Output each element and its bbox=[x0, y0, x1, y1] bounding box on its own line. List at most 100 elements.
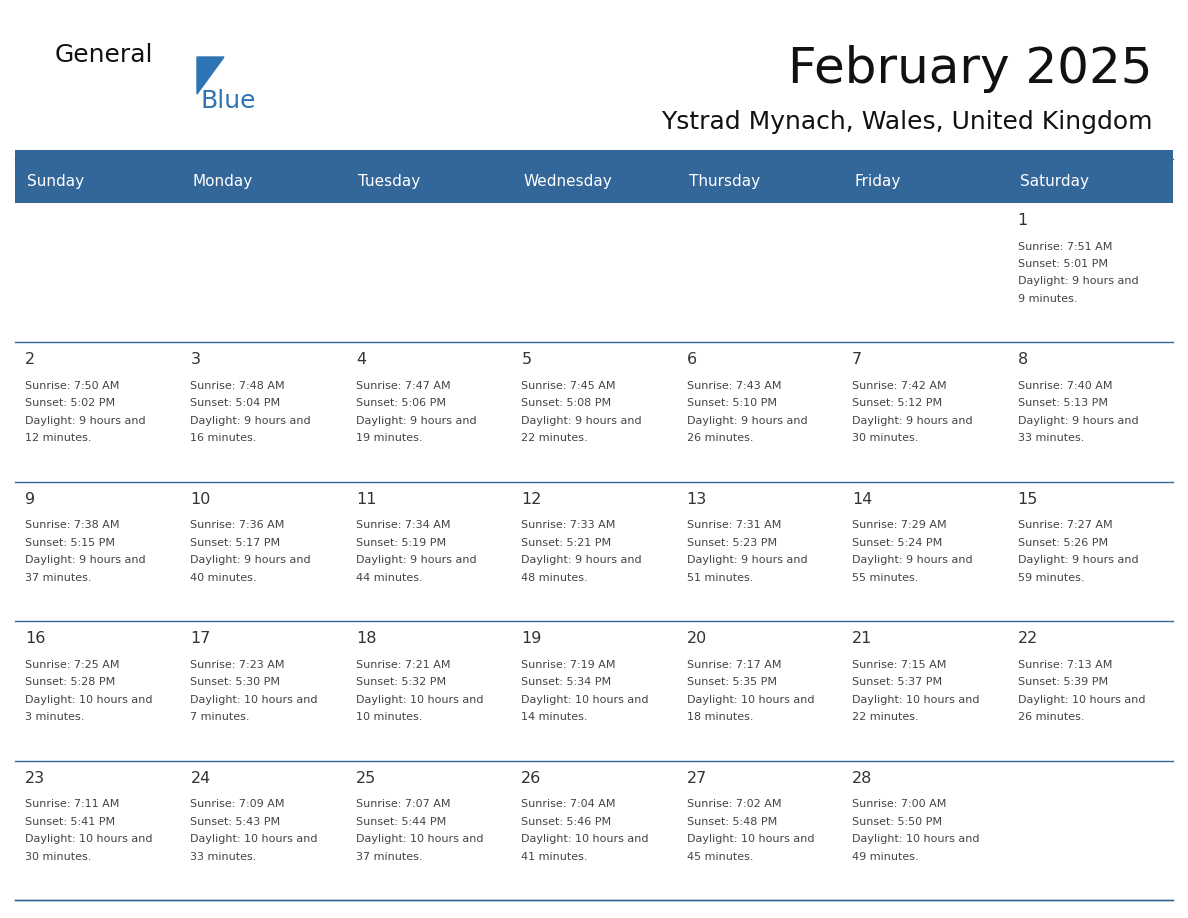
Text: 20: 20 bbox=[687, 632, 707, 646]
Text: Daylight: 10 hours and: Daylight: 10 hours and bbox=[852, 695, 980, 705]
Text: Daylight: 9 hours and: Daylight: 9 hours and bbox=[25, 416, 146, 426]
Text: 7: 7 bbox=[852, 353, 862, 367]
Text: 33 minutes.: 33 minutes. bbox=[1018, 433, 1083, 443]
Text: Sunset: 5:17 PM: Sunset: 5:17 PM bbox=[190, 538, 280, 548]
Text: Sunrise: 7:33 AM: Sunrise: 7:33 AM bbox=[522, 521, 615, 531]
Bar bbox=[181, 203, 346, 342]
Bar bbox=[15, 621, 181, 761]
Bar bbox=[511, 342, 677, 482]
Bar bbox=[842, 203, 1007, 342]
Text: 48 minutes.: 48 minutes. bbox=[522, 573, 588, 583]
Text: Sunrise: 7:13 AM: Sunrise: 7:13 AM bbox=[1018, 660, 1112, 670]
Bar bbox=[181, 761, 346, 900]
Bar bbox=[511, 482, 677, 621]
Text: Sunset: 5:43 PM: Sunset: 5:43 PM bbox=[190, 817, 280, 826]
Text: 21: 21 bbox=[852, 632, 872, 646]
Text: Daylight: 9 hours and: Daylight: 9 hours and bbox=[1018, 416, 1138, 426]
Text: Sunset: 5:10 PM: Sunset: 5:10 PM bbox=[687, 398, 777, 409]
Text: 5: 5 bbox=[522, 353, 531, 367]
Text: 51 minutes.: 51 minutes. bbox=[687, 573, 753, 583]
Text: Daylight: 9 hours and: Daylight: 9 hours and bbox=[522, 555, 642, 565]
Text: Sunset: 5:44 PM: Sunset: 5:44 PM bbox=[356, 817, 447, 826]
Text: Sunset: 5:50 PM: Sunset: 5:50 PM bbox=[852, 817, 942, 826]
Bar bbox=[181, 342, 346, 482]
Text: Sunday: Sunday bbox=[27, 174, 84, 188]
Bar bbox=[511, 761, 677, 900]
Text: Daylight: 10 hours and: Daylight: 10 hours and bbox=[25, 695, 152, 705]
Text: 3 minutes.: 3 minutes. bbox=[25, 712, 84, 722]
Text: Sunrise: 7:04 AM: Sunrise: 7:04 AM bbox=[522, 799, 615, 809]
Text: Sunset: 5:32 PM: Sunset: 5:32 PM bbox=[356, 677, 446, 688]
Bar bbox=[181, 621, 346, 761]
Bar bbox=[842, 621, 1007, 761]
Bar bbox=[346, 482, 511, 621]
Text: Daylight: 9 hours and: Daylight: 9 hours and bbox=[190, 555, 311, 565]
Bar bbox=[346, 203, 511, 342]
Text: Sunset: 5:12 PM: Sunset: 5:12 PM bbox=[852, 398, 942, 409]
Text: 26 minutes.: 26 minutes. bbox=[687, 433, 753, 443]
Text: 9 minutes.: 9 minutes. bbox=[1018, 294, 1078, 304]
Text: Daylight: 10 hours and: Daylight: 10 hours and bbox=[687, 695, 814, 705]
Text: Sunset: 5:01 PM: Sunset: 5:01 PM bbox=[1018, 259, 1107, 269]
Text: 15: 15 bbox=[1018, 492, 1038, 507]
Text: Sunset: 5:26 PM: Sunset: 5:26 PM bbox=[1018, 538, 1107, 548]
Bar bbox=[677, 621, 842, 761]
Text: Daylight: 10 hours and: Daylight: 10 hours and bbox=[356, 834, 484, 844]
Bar bbox=[346, 342, 511, 482]
Text: 40 minutes.: 40 minutes. bbox=[190, 573, 257, 583]
Text: Daylight: 9 hours and: Daylight: 9 hours and bbox=[687, 555, 808, 565]
Text: Sunrise: 7:02 AM: Sunrise: 7:02 AM bbox=[687, 799, 782, 809]
Text: Sunrise: 7:31 AM: Sunrise: 7:31 AM bbox=[687, 521, 781, 531]
Text: 49 minutes.: 49 minutes. bbox=[852, 852, 918, 862]
Text: Friday: Friday bbox=[854, 174, 901, 188]
Text: General: General bbox=[55, 43, 153, 67]
Text: Sunrise: 7:15 AM: Sunrise: 7:15 AM bbox=[852, 660, 947, 670]
Text: Sunrise: 7:11 AM: Sunrise: 7:11 AM bbox=[25, 799, 119, 809]
Text: Daylight: 10 hours and: Daylight: 10 hours and bbox=[522, 834, 649, 844]
Text: Sunset: 5:08 PM: Sunset: 5:08 PM bbox=[522, 398, 612, 409]
Text: 1: 1 bbox=[1018, 213, 1028, 228]
Text: Daylight: 9 hours and: Daylight: 9 hours and bbox=[356, 416, 476, 426]
Text: Daylight: 10 hours and: Daylight: 10 hours and bbox=[522, 695, 649, 705]
Text: Daylight: 10 hours and: Daylight: 10 hours and bbox=[190, 834, 318, 844]
Text: Sunset: 5:02 PM: Sunset: 5:02 PM bbox=[25, 398, 115, 409]
Text: 23: 23 bbox=[25, 770, 45, 786]
Text: Sunrise: 7:23 AM: Sunrise: 7:23 AM bbox=[190, 660, 285, 670]
Text: Sunrise: 7:48 AM: Sunrise: 7:48 AM bbox=[190, 381, 285, 391]
Text: Wednesday: Wednesday bbox=[523, 174, 612, 188]
Text: Daylight: 9 hours and: Daylight: 9 hours and bbox=[1018, 276, 1138, 286]
Text: Ystrad Mynach, Wales, United Kingdom: Ystrad Mynach, Wales, United Kingdom bbox=[662, 110, 1154, 134]
Bar bbox=[15, 150, 1173, 159]
Text: Sunrise: 7:07 AM: Sunrise: 7:07 AM bbox=[356, 799, 450, 809]
Text: 19: 19 bbox=[522, 632, 542, 646]
Text: 16 minutes.: 16 minutes. bbox=[190, 433, 257, 443]
Bar bbox=[677, 342, 842, 482]
Text: Sunrise: 7:19 AM: Sunrise: 7:19 AM bbox=[522, 660, 615, 670]
Text: 22 minutes.: 22 minutes. bbox=[852, 712, 918, 722]
Text: 28: 28 bbox=[852, 770, 872, 786]
Text: February 2025: February 2025 bbox=[789, 45, 1154, 93]
Bar bbox=[346, 761, 511, 900]
Text: 18: 18 bbox=[356, 632, 377, 646]
Text: Blue: Blue bbox=[201, 89, 257, 113]
Text: Daylight: 9 hours and: Daylight: 9 hours and bbox=[356, 555, 476, 565]
Text: Sunset: 5:13 PM: Sunset: 5:13 PM bbox=[1018, 398, 1107, 409]
Text: Sunset: 5:23 PM: Sunset: 5:23 PM bbox=[687, 538, 777, 548]
Text: Sunset: 5:46 PM: Sunset: 5:46 PM bbox=[522, 817, 612, 826]
Text: Sunrise: 7:42 AM: Sunrise: 7:42 AM bbox=[852, 381, 947, 391]
Text: Daylight: 9 hours and: Daylight: 9 hours and bbox=[687, 416, 808, 426]
Text: Sunset: 5:28 PM: Sunset: 5:28 PM bbox=[25, 677, 115, 688]
Text: 17: 17 bbox=[190, 632, 210, 646]
Text: Daylight: 10 hours and: Daylight: 10 hours and bbox=[356, 695, 484, 705]
Text: 12 minutes.: 12 minutes. bbox=[25, 433, 91, 443]
Text: 45 minutes.: 45 minutes. bbox=[687, 852, 753, 862]
Text: 22 minutes.: 22 minutes. bbox=[522, 433, 588, 443]
Text: Sunset: 5:41 PM: Sunset: 5:41 PM bbox=[25, 817, 115, 826]
Text: 10: 10 bbox=[190, 492, 210, 507]
Text: Daylight: 10 hours and: Daylight: 10 hours and bbox=[687, 834, 814, 844]
Bar bbox=[1007, 761, 1173, 900]
Text: Daylight: 9 hours and: Daylight: 9 hours and bbox=[522, 416, 642, 426]
Text: Sunset: 5:21 PM: Sunset: 5:21 PM bbox=[522, 538, 612, 548]
Text: Sunset: 5:24 PM: Sunset: 5:24 PM bbox=[852, 538, 942, 548]
Text: 3: 3 bbox=[190, 353, 201, 367]
